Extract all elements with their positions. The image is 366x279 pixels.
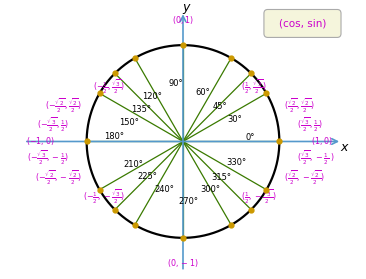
Text: (cos, sin): (cos, sin) (279, 18, 326, 28)
Text: 90°: 90° (169, 79, 184, 88)
Text: $(\frac{1}{2},\frac{\sqrt{3}}{2})$: $(\frac{1}{2},\frac{\sqrt{3}}{2})$ (241, 77, 266, 96)
Text: $(\frac{1}{2},-\frac{\sqrt{3}}{2})$: $(\frac{1}{2},-\frac{\sqrt{3}}{2})$ (241, 187, 276, 206)
Text: $(-\frac{\sqrt{3}}{2},\frac{1}{2})$: $(-\frac{\sqrt{3}}{2},\frac{1}{2})$ (37, 116, 69, 134)
Text: 300°: 300° (200, 185, 220, 194)
Text: $(\frac{\sqrt{3}}{2},\frac{1}{2})$: $(\frac{\sqrt{3}}{2},\frac{1}{2})$ (297, 116, 322, 134)
Text: 30°: 30° (228, 115, 242, 124)
FancyBboxPatch shape (264, 9, 341, 37)
Text: $(-\frac{\sqrt{3}}{2},-\frac{1}{2})$: $(-\frac{\sqrt{3}}{2},-\frac{1}{2})$ (27, 148, 69, 167)
Text: $(\frac{\sqrt{2}}{2},\frac{\sqrt{2}}{2})$: $(\frac{\sqrt{2}}{2},\frac{\sqrt{2}}{2})… (284, 97, 315, 115)
Text: 60°: 60° (196, 88, 210, 97)
Text: 180°: 180° (104, 132, 124, 141)
Text: $(-\frac{1}{2},-\frac{\sqrt{3}}{2})$: $(-\frac{1}{2},-\frac{\sqrt{3}}{2})$ (83, 187, 125, 206)
Text: 330°: 330° (226, 158, 246, 167)
Text: $x$: $x$ (340, 141, 350, 154)
Text: $y$: $y$ (182, 1, 192, 16)
Text: 225°: 225° (137, 172, 157, 181)
Text: 0°: 0° (246, 133, 255, 142)
Text: 270°: 270° (179, 197, 199, 206)
Text: $(-\frac{\sqrt{2}}{2},-\frac{\sqrt{2}}{2})$: $(-\frac{\sqrt{2}}{2},-\frac{\sqrt{2}}{2… (35, 168, 82, 187)
Text: $(0, 1)$: $(0, 1)$ (172, 14, 194, 26)
Text: $(\frac{\sqrt{2}}{2},-\frac{\sqrt{2}}{2})$: $(\frac{\sqrt{2}}{2},-\frac{\sqrt{2}}{2}… (284, 168, 325, 187)
Text: 240°: 240° (155, 185, 175, 194)
Text: $(-\frac{1}{2},\frac{\sqrt{3}}{2})$: $(-\frac{1}{2},\frac{\sqrt{3}}{2})$ (93, 77, 125, 96)
Text: 135°: 135° (131, 105, 152, 114)
Text: 150°: 150° (119, 118, 139, 127)
Text: 120°: 120° (142, 92, 162, 101)
Text: 45°: 45° (212, 102, 227, 111)
Text: $(1, 0)$: $(1, 0)$ (311, 136, 333, 148)
Text: 315°: 315° (212, 173, 232, 182)
Text: $(\frac{\sqrt{3}}{2},-\frac{1}{2}\ )$: $(\frac{\sqrt{3}}{2},-\frac{1}{2}\ )$ (297, 148, 335, 167)
Text: $(0, -1)$: $(0, -1)$ (167, 257, 199, 269)
Text: $(-\frac{\sqrt{2}}{2},\frac{\sqrt{2}}{2})$: $(-\frac{\sqrt{2}}{2},\frac{\sqrt{2}}{2}… (45, 97, 82, 115)
Text: $(-1, 0)$: $(-1, 0)$ (26, 136, 55, 148)
Text: 210°: 210° (123, 160, 143, 169)
